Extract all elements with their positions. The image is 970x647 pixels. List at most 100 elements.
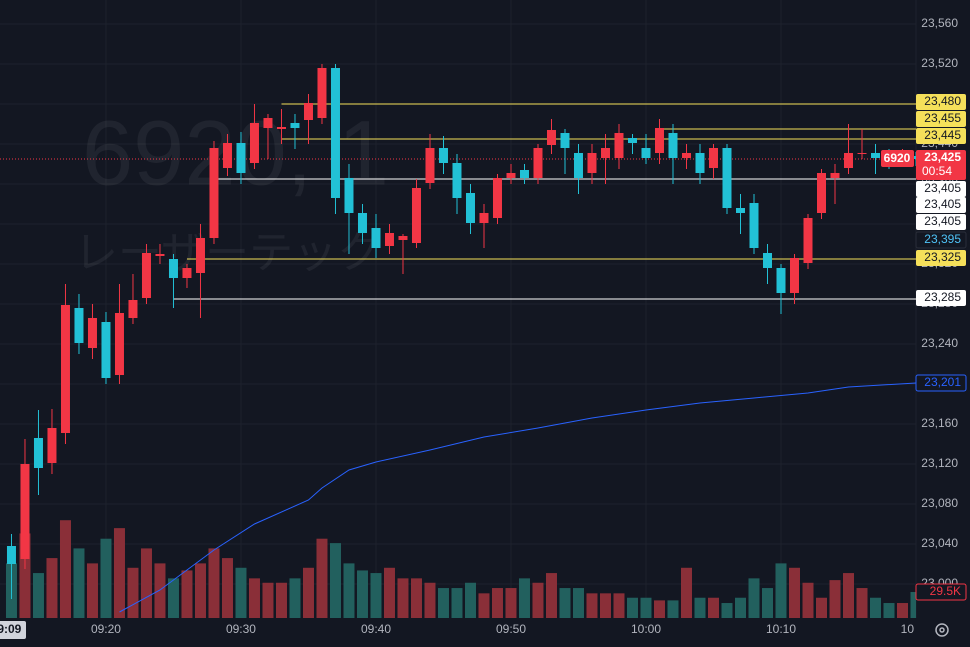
- candle-body: [6, 546, 16, 564]
- ma-tag-label: 23,201: [924, 375, 961, 389]
- current-price-tag: [916, 150, 966, 180]
- volume-bar: [235, 567, 247, 618]
- volume-bar: [788, 567, 800, 618]
- candle-body: [263, 118, 273, 128]
- ma-tag: [915, 374, 967, 392]
- gear-outer[interactable]: [935, 623, 949, 637]
- candle-body: [155, 254, 165, 256]
- volume-bar: [842, 573, 854, 618]
- volume-tag: [915, 583, 967, 601]
- current-price-label: 23,425: [924, 150, 961, 164]
- volume-bar: [532, 582, 544, 618]
- volume-bar: [167, 578, 179, 618]
- volume-bar: [734, 597, 746, 618]
- axes: 23,00023,04023,08023,12023,16023,20023,2…: [0, 16, 967, 639]
- level-tag: [916, 214, 966, 230]
- volume-bar: [613, 593, 625, 618]
- candle-body: [74, 308, 84, 343]
- candle-body: [600, 148, 610, 158]
- candle-body: [762, 253, 772, 268]
- candle-body: [60, 305, 70, 433]
- candle-body: [168, 259, 178, 278]
- candle-body: [128, 300, 138, 318]
- moving-average: [119, 382, 916, 613]
- y-tick-label: 23,040: [921, 536, 958, 550]
- volume-bar: [505, 588, 517, 618]
- candle-body: [357, 213, 367, 233]
- candle-body: [789, 258, 799, 293]
- cursor-time-box: [0, 621, 26, 639]
- y-tick-label: 23,520: [921, 56, 958, 70]
- candle-body: [681, 153, 691, 158]
- candle-body: [195, 238, 205, 273]
- candle-body: [276, 127, 286, 129]
- volume-bar: [815, 597, 827, 618]
- candle-body: [830, 173, 840, 178]
- volume-bar: [748, 578, 760, 618]
- volume-bar: [248, 578, 260, 618]
- candle-body: [479, 213, 489, 223]
- volume-bar: [599, 593, 611, 618]
- candle-body: [20, 464, 30, 559]
- x-tick-label: 09:50: [496, 622, 526, 636]
- volume-bar: [680, 567, 692, 618]
- candle-body: [843, 153, 853, 168]
- volume-bar: [356, 570, 368, 618]
- level-tag: [916, 111, 966, 127]
- volume-bar: [829, 580, 841, 618]
- candle-body: [870, 153, 880, 158]
- volume-bar: [397, 578, 409, 618]
- volume-bar: [707, 597, 719, 618]
- candle-body: [222, 143, 232, 168]
- candle-body: [816, 173, 826, 213]
- cursor-time: 09:09: [0, 622, 22, 636]
- volume-bar: [127, 567, 139, 618]
- candle-body: [411, 188, 421, 243]
- candle-body: [776, 268, 786, 293]
- candle-body: [101, 322, 111, 378]
- volume-bar: [491, 588, 503, 618]
- candle-body: [425, 148, 435, 183]
- volume-bar: [19, 533, 31, 618]
- volume-bar: [316, 538, 328, 618]
- volume-bar: [910, 592, 916, 618]
- plot: [0, 64, 916, 618]
- candle-body: [47, 428, 57, 463]
- candle-body: [398, 236, 408, 240]
- volume-bar: [586, 593, 598, 618]
- volume-bar: [626, 597, 638, 618]
- volume-bar: [73, 548, 85, 618]
- x-tick-label: 09:40: [361, 622, 391, 636]
- volume-bar: [221, 558, 233, 618]
- volume-bar: [370, 573, 382, 618]
- volume-bar: [721, 603, 733, 618]
- level-tag: [916, 181, 966, 197]
- x-tick-label: 10:00: [631, 622, 661, 636]
- candle-body: [627, 138, 637, 143]
- volume-bar: [572, 588, 584, 618]
- level-tag-label: 23,405: [924, 181, 961, 195]
- gear-inner[interactable]: [939, 627, 945, 633]
- candle-body: [209, 148, 219, 238]
- volume-bar: [694, 597, 706, 618]
- candle-body: [519, 170, 529, 178]
- candle-body: [668, 133, 678, 158]
- volume-bar: [761, 588, 773, 618]
- volume-bar: [302, 567, 314, 618]
- y-tick-label: 23,120: [921, 456, 958, 470]
- candle-body: [384, 233, 394, 246]
- volume-bar: [140, 548, 152, 618]
- candle-body: [371, 228, 381, 248]
- x-tick-label: 10:10: [766, 622, 796, 636]
- candle-body: [249, 123, 259, 163]
- candle-body: [749, 203, 759, 248]
- volume-bar: [464, 582, 476, 618]
- candle-body: [452, 163, 462, 198]
- candle-body: [614, 133, 624, 158]
- candle-body: [506, 173, 516, 178]
- candle-body: [182, 268, 192, 278]
- volume-bar: [667, 600, 679, 618]
- level-tag: [916, 94, 966, 110]
- settings-icon[interactable]: [935, 623, 949, 637]
